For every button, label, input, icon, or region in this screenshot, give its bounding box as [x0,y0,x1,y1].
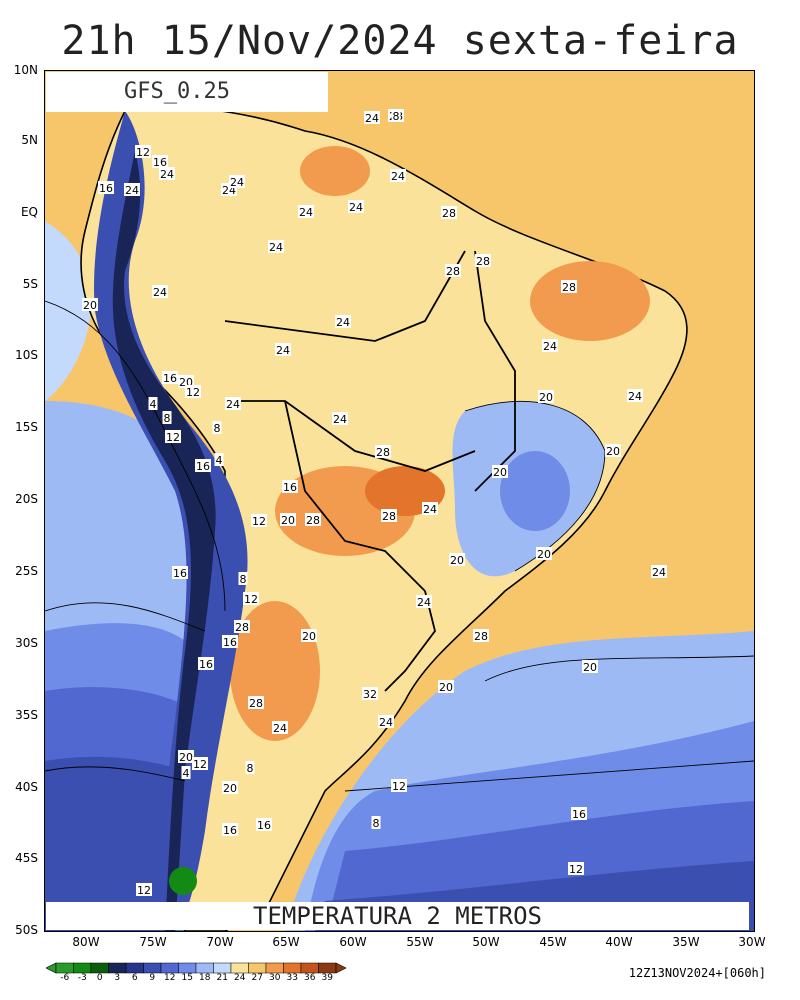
colorbar-swatch [248,962,267,974]
lon-label: 80W [72,935,100,949]
colorbar [46,962,347,974]
lat-label: 20S [15,492,38,506]
colorbar-swatch [143,962,162,974]
lon-label: 35W [672,935,700,949]
andes-coldest-strip [112,151,216,931]
variable-label: TEMPERATURA 2 METROS [46,902,749,930]
lat-label: 40S [15,780,38,794]
lat-label: 5S [22,277,38,291]
lon-label: 40W [605,935,633,949]
temperature-map [44,70,755,932]
andes-cold-strip [94,111,248,931]
lat-label: 25S [15,564,38,578]
colorbar-label: 33 [286,973,298,983]
colorbar-label: 21 [216,973,228,983]
colorbar-label: 27 [251,973,263,983]
colorbar-swatch [55,962,74,974]
colorbar-label: 15 [181,973,193,983]
colorbar-label: 6 [131,973,138,983]
map-canvas [45,71,754,931]
colorbar-label: 18 [199,973,211,983]
patagonia-ice-field [169,867,197,895]
hotspot-argentina [230,601,320,741]
contour-line-pacific-12 [45,766,186,782]
lon-label: 30W [738,935,766,949]
colorbar-swatch [318,962,337,974]
map-title: 21h 15/Nov/2024 sexta-feira [61,18,739,64]
hotspot-northeast [530,261,650,341]
contour-line-southeast-20 [464,400,606,572]
lat-label: 15S [15,420,38,434]
colorbar-swatch [300,962,319,974]
lon-label: 55W [406,935,434,949]
hotspot-mato-grosso [365,466,445,516]
colorbar-label: 12 [164,973,176,983]
lat-label: 10N [13,63,38,77]
lat-label: 50S [15,923,38,937]
lat-label: EQ [20,205,38,219]
lat-label: 30S [15,636,38,650]
colorbar-swatch [195,962,214,974]
border-north [224,250,466,342]
colorbar-swatch [90,962,109,974]
contour-line-pacific-16 [45,602,206,632]
colorbar-arrow-right [335,962,347,974]
border-uruguay [384,590,436,692]
cool-core-southeast [500,451,570,531]
border-brazil-states [474,250,516,492]
lon-label: 70W [206,935,234,949]
model-label: GFS_0.25 [46,72,328,112]
colorbar-swatch [213,962,232,974]
lon-label: 50W [472,935,500,949]
colorbar-label: 0 [96,973,103,983]
contour-line-atlantic-20 [484,655,754,682]
colorbar-label: 39 [321,973,333,983]
lat-label: 45S [15,851,38,865]
colorbar-label: 24 [234,973,246,983]
border-central [225,400,476,472]
hotspot-north [300,146,370,196]
lon-label: 45W [539,935,567,949]
colorbar-swatch [108,962,127,974]
colorbar-swatch [265,962,284,974]
lat-label: 35S [15,708,38,722]
colorbar-label: 9 [149,973,156,983]
border-paraguay [284,400,426,592]
lat-label: 5N [21,133,38,147]
colorbar-label: 36 [304,973,316,983]
colorbar-label: -3 [77,973,87,983]
colorbar-label: 3 [114,973,121,983]
colorbar-swatch [125,962,144,974]
run-info: 12Z13NOV2024+[060h] [628,966,766,980]
colorbar-swatch [73,962,92,974]
colorbar-swatch [178,962,197,974]
lon-label: 60W [339,935,367,949]
colorbar-swatch [283,962,302,974]
colorbar-arrow-left [46,962,57,974]
colorbar-swatch [160,962,179,974]
lat-label: 10S [15,348,38,362]
lon-label: 65W [272,935,300,949]
colorbar-label: -6 [60,973,70,983]
colorbar-label: 30 [269,973,281,983]
colorbar-swatch [230,962,249,974]
lon-label: 75W [139,935,167,949]
